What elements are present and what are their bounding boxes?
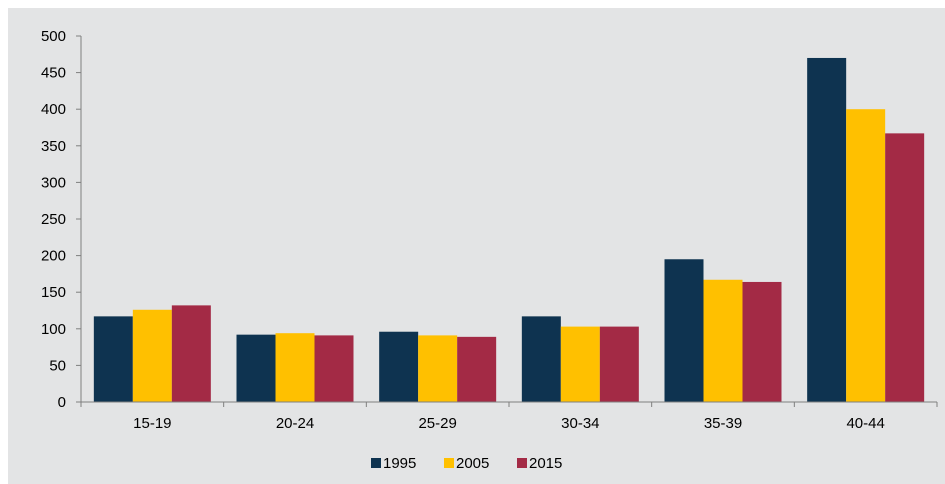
chart-area: 0 50 100 150 200 250 300 350 400 450 500 15-19 20-2…	[8, 8, 945, 484]
x-axis: 15-19 20-24 25-29 30-34 35-39 40-44	[76, 35, 938, 432]
bar-2015-40-44	[885, 133, 925, 402]
bar-1995-20-24	[236, 334, 276, 402]
bar-2015-25-29	[457, 336, 497, 402]
bar-2015-20-24	[314, 335, 354, 402]
bar-2005-30-34	[560, 326, 600, 402]
bar-2005-35-39	[703, 279, 743, 402]
bar-1995-30-34	[521, 316, 561, 402]
legend: 1995 2005 2015	[371, 455, 562, 472]
y-tick-label: 450	[41, 65, 66, 82]
bar-chart: 0 50 100 150 200 250 300 350 400 450 500 15-19 20-2…	[41, 28, 938, 472]
bar-1995-40-44	[807, 57, 847, 403]
y-tick-label: 150	[41, 284, 66, 301]
legend-label: 2005	[456, 455, 489, 472]
y-tick-label: 500	[41, 28, 66, 45]
x-tick-label: 40-44	[846, 415, 884, 432]
bar-1995-25-29	[379, 331, 419, 402]
legend-swatch-2005	[444, 458, 454, 468]
bar-1995-15-19	[93, 316, 133, 402]
bar-2015-35-39	[742, 281, 782, 402]
x-tick-label: 20-24	[276, 415, 314, 432]
x-tick-label: 35-39	[704, 415, 742, 432]
bar-2005-15-19	[132, 309, 172, 402]
x-tick-label: 15-19	[133, 415, 171, 432]
legend-label: 1995	[383, 455, 416, 472]
bar-1995-35-39	[664, 259, 704, 402]
y-tick-label: 300	[41, 174, 66, 191]
legend-swatch-2015	[517, 458, 527, 468]
legend-label: 2015	[529, 455, 562, 472]
bar-2005-40-44	[846, 109, 886, 402]
y-tick-label: 400	[41, 101, 66, 118]
bar-2015-30-34	[599, 326, 639, 402]
x-tick-label: 30-34	[561, 415, 599, 432]
bar-2005-25-29	[418, 335, 458, 402]
y-tick-label: 50	[49, 357, 66, 374]
x-tick-label: 25-29	[418, 415, 456, 432]
y-tick-label: 200	[41, 248, 66, 265]
y-tick-label: 0	[58, 394, 66, 411]
y-axis-ticks: 0 50 100 150 200 250 300 350 400 450 500	[41, 28, 66, 411]
y-tick-label: 350	[41, 138, 66, 155]
y-tick-label: 250	[41, 211, 66, 228]
bars	[93, 57, 925, 403]
legend-swatch-1995	[371, 458, 381, 468]
y-tick-label: 100	[41, 321, 66, 338]
bar-2005-20-24	[275, 333, 315, 402]
bar-2015-15-19	[171, 305, 211, 402]
